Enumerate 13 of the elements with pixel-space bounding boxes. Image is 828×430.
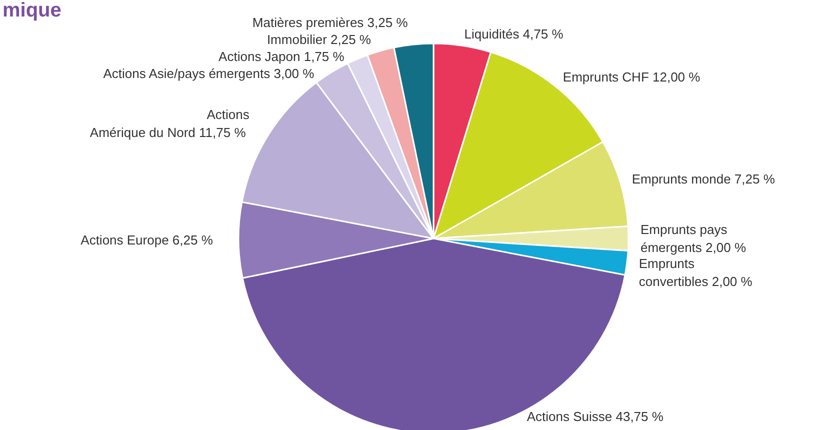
slice-label: Actions Japon 1,75 % [218,49,345,64]
slice-label: Actions Europe 6,25 % [80,232,214,248]
slice-label: Matières premières 3,25 % [252,15,408,30]
slice-label: Emprunts convertibles 2,00 % [638,256,753,289]
slice-label: Actions Suisse 43,75 % [526,409,664,424]
slice-label: Actions Amérique du Nord 11,75 % [90,107,250,140]
slice-label: Actions Asie/pays émergents 3,00 % [103,66,315,82]
slice-label: Liquidités 4,75 % [464,26,564,42]
slice-label: Emprunts CHF 12,00 % [562,69,701,84]
slice-label: Emprunts pays émergents 2,00 % [640,222,746,255]
slice-label: Immobilier 2,25 % [266,32,372,48]
chart-title: mique [2,0,62,22]
slice-label: Emprunts monde 7,25 % [632,172,776,187]
